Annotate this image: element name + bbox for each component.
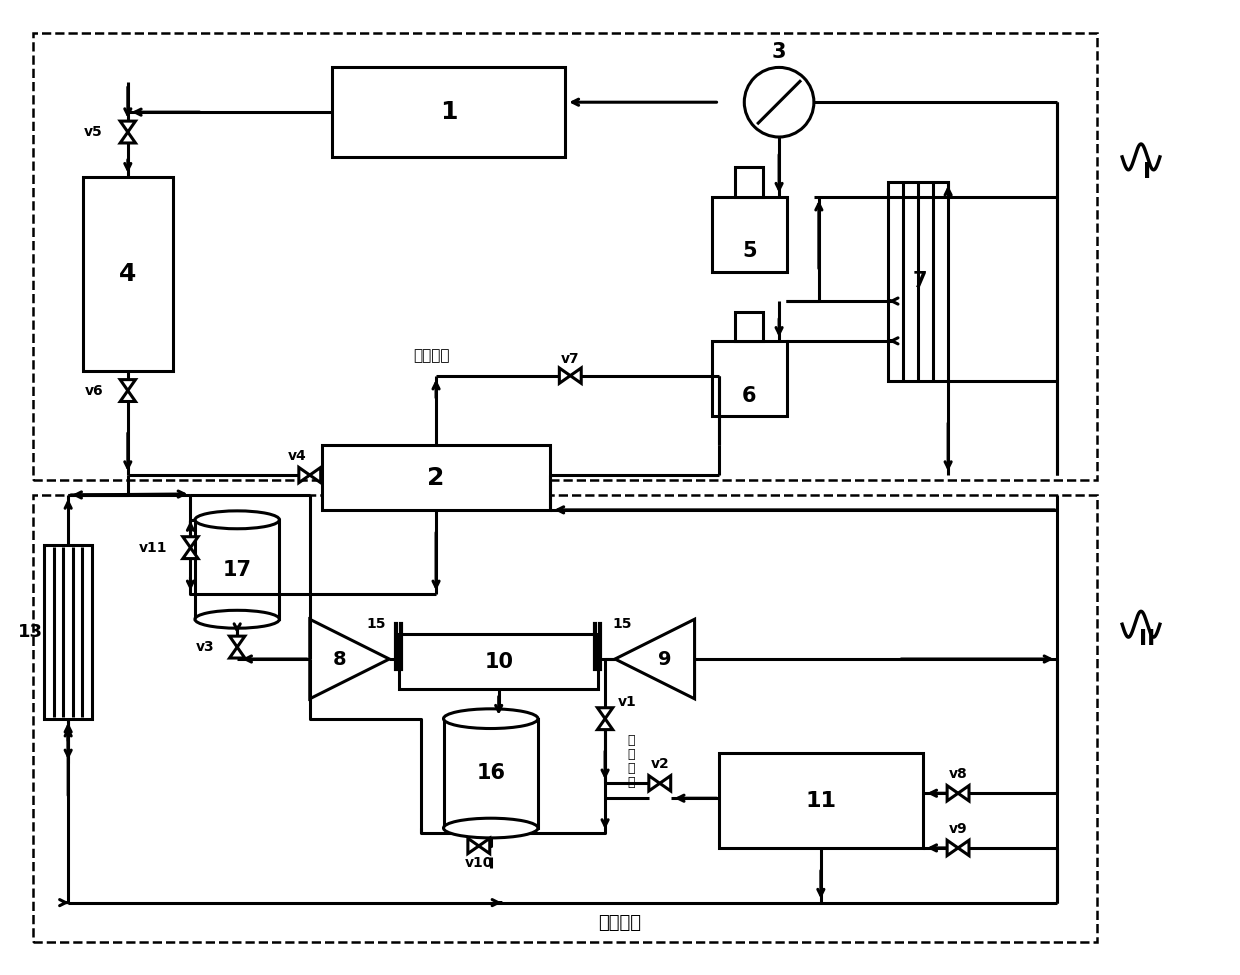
Bar [83,176,172,370]
Text: v1: v1 [618,695,637,709]
Ellipse shape [444,709,538,728]
Polygon shape [229,636,244,647]
Polygon shape [598,719,613,729]
Text: v6: v6 [84,383,103,398]
Polygon shape [570,368,582,383]
Text: v9: v9 [949,822,967,836]
Text: 13: 13 [19,623,43,642]
Text: 2: 2 [428,465,445,489]
Text: 15: 15 [367,617,387,631]
Text: 主
压
旁
路: 主 压 旁 路 [627,733,635,789]
Text: v4: v4 [288,449,306,463]
Bar [195,520,279,619]
Bar [719,754,924,848]
Polygon shape [467,838,479,853]
Polygon shape [299,467,310,483]
Text: v11: v11 [139,541,167,555]
Bar [45,545,92,719]
Text: 蓄热旁路: 蓄热旁路 [413,348,449,364]
Text: 11: 11 [806,791,837,810]
Polygon shape [660,776,671,791]
Ellipse shape [195,511,279,528]
Text: I: I [1143,162,1151,181]
Text: v10: v10 [465,856,494,870]
Text: 1: 1 [440,100,458,124]
Ellipse shape [444,818,538,838]
Polygon shape [479,838,490,853]
Text: 7: 7 [913,271,928,292]
Text: 9: 9 [658,649,672,669]
Polygon shape [598,708,613,719]
Polygon shape [947,840,959,856]
Text: 15: 15 [613,617,631,631]
Text: v3: v3 [196,640,215,654]
Bar [889,181,949,380]
Text: 5: 5 [742,242,756,261]
Text: 4: 4 [119,261,136,286]
Polygon shape [120,132,135,143]
Bar [321,446,551,510]
Polygon shape [649,776,660,791]
Polygon shape [310,467,321,483]
Polygon shape [559,368,570,383]
Polygon shape [959,786,968,800]
Text: v2: v2 [651,758,670,771]
Bar [444,719,538,828]
Polygon shape [182,548,198,559]
Text: v5: v5 [84,125,103,139]
Text: 8: 8 [332,649,346,669]
Polygon shape [959,840,968,856]
Polygon shape [182,536,198,548]
Bar [712,341,786,416]
Text: 10: 10 [484,651,513,672]
Text: v7: v7 [560,352,579,366]
Bar [712,197,786,272]
Polygon shape [120,391,135,402]
Text: II: II [1138,629,1156,649]
Text: 回热旁路: 回热旁路 [599,914,641,931]
Polygon shape [120,121,135,132]
Bar [735,312,764,341]
Ellipse shape [195,610,279,628]
Polygon shape [947,786,959,800]
Text: 17: 17 [223,560,252,579]
Polygon shape [120,379,135,391]
Bar [33,32,1097,480]
Text: 6: 6 [742,385,756,406]
Bar [33,495,1097,943]
Circle shape [744,67,813,137]
Polygon shape [229,647,244,658]
Text: v8: v8 [949,767,967,781]
Bar [399,634,598,689]
Bar [331,67,565,157]
Bar [735,168,764,197]
Text: 3: 3 [771,43,786,62]
Text: 16: 16 [476,763,505,783]
